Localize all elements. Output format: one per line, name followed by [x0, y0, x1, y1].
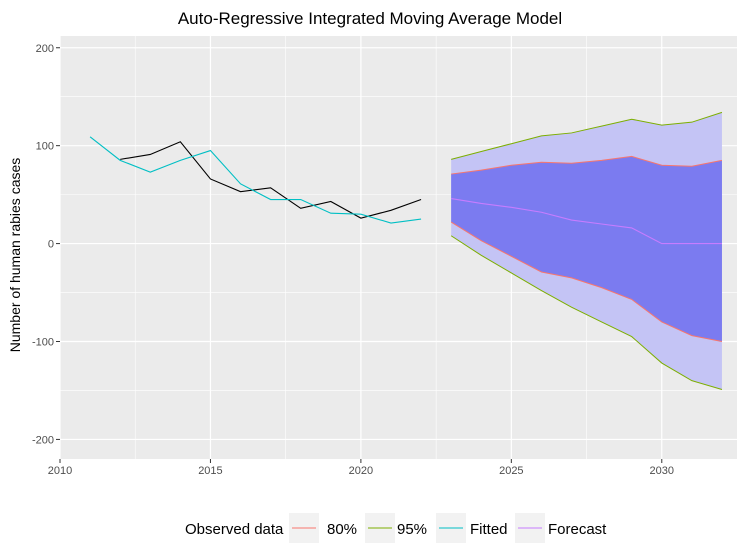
band-95-lower — [450, 235, 723, 390]
forecast-line — [451, 197, 722, 245]
grid-lines — [59, 36, 737, 459]
legend: Observed data 80% 95% Fitted Forecast — [185, 513, 607, 543]
legend-label: 80% — [327, 521, 357, 538]
band-95-upper — [451, 111, 723, 160]
x-tick-label: 2030 — [650, 465, 674, 477]
x-tick-label: 2015 — [198, 465, 222, 477]
chart-title: Auto-Regressive Integrated Moving Averag… — [178, 9, 562, 28]
prediction-intervals — [450, 111, 723, 390]
band-80-upper — [451, 155, 723, 175]
observed-line — [120, 141, 422, 219]
legend-label: 95% — [397, 521, 427, 538]
y-axis-title: Number of human rabies cases — [7, 158, 23, 353]
y-tick-label: 200 — [36, 43, 54, 55]
band-80-area — [451, 156, 722, 342]
legend-label: Forecast — [548, 521, 607, 538]
series-lines — [89, 136, 722, 245]
x-tick-label: 2010 — [48, 465, 72, 477]
legend-label: Fitted — [470, 521, 508, 538]
legend-title: Observed data — [185, 521, 284, 538]
y-tick-label: 0 — [48, 239, 54, 251]
y-tick-label: 100 — [36, 141, 54, 153]
band-80-lower — [450, 221, 723, 342]
x-tick-label: 2025 — [499, 465, 523, 477]
y-tick-label: -100 — [32, 337, 54, 349]
axes: 2010 2015 2020 2025 2030 -200 -100 0 100 200 — [32, 43, 674, 477]
y-tick-label: -200 — [32, 434, 54, 446]
fitted-line — [89, 136, 422, 224]
x-tick-label: 2020 — [349, 465, 373, 477]
